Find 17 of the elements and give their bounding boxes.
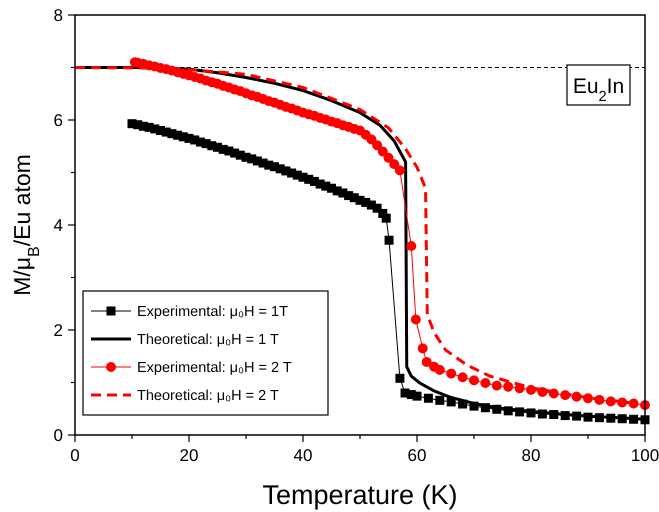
x-axis-title: Temperature (K) [262,480,458,510]
legend-label: Theoretical: μ₀H = 2 T [137,388,279,404]
x-tick-label: 20 [180,446,198,465]
legend-label: Theoretical: μ₀H = 1 T [137,332,279,348]
y-tick-label: 6 [54,111,63,130]
x-tick-label: 40 [294,446,312,465]
legend-label: Experimental: μ₀H = 1T [137,304,288,320]
y-tick-label: 2 [54,321,63,340]
x-tick-label: 60 [408,446,426,465]
annotation: Eu$_{2}$In [572,75,624,105]
x-tick-label: 100 [630,446,659,465]
y-tick-label: 4 [54,216,63,235]
y-tick-label: 8 [54,6,63,25]
x-tick-label: 0 [70,446,80,465]
y-tick-label: 0 [54,426,63,445]
legend-label: Experimental: μ₀H = 2 T [137,360,292,376]
x-tick-label: 80 [522,446,540,465]
